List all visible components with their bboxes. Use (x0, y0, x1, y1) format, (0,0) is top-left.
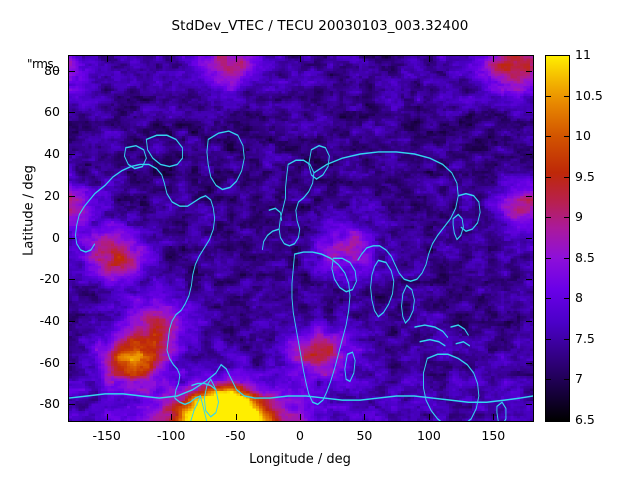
colorbar-tick-label: 8 (575, 290, 583, 306)
colorbar-tick-mark (564, 257, 569, 259)
y-tick-mark (69, 404, 75, 406)
heatmap-plot-area[interactable] (68, 55, 534, 422)
colorbar-tick-label: 9 (575, 209, 583, 225)
colorbar-tick-mark (546, 379, 551, 381)
y-tick-mark-right (526, 154, 532, 156)
stray-artifact-label: "rms_ (27, 57, 59, 71)
x-tick-mark (106, 414, 108, 420)
y-tick-mark (69, 362, 75, 364)
x-tick-label: 50 (356, 428, 373, 443)
x-tick-mark (493, 414, 495, 420)
colorbar-tick-label: 11 (575, 47, 591, 62)
x-tick-mark (364, 414, 366, 420)
colorbar-tick-label: 7 (575, 371, 583, 387)
x-tick-label: 150 (481, 428, 506, 443)
colorbar-tick-mark (546, 338, 551, 340)
colorbar-tick-mark (546, 257, 551, 259)
x-tick-mark (171, 414, 173, 420)
colorbar-tick-label: 7.5 (575, 330, 595, 346)
y-tick-mark-right (526, 195, 532, 197)
y-tick-mark-right (526, 404, 532, 406)
colorbar-tick-mark (564, 136, 569, 138)
colorbar-tick-mark (564, 379, 569, 381)
y-tick-mark (69, 320, 75, 322)
x-tick-label: -50 (225, 428, 246, 443)
y-tick-mark (69, 195, 75, 197)
y-tick-mark (69, 70, 75, 72)
colorbar-tick-mark (546, 176, 551, 178)
x-tick-mark-top (106, 56, 108, 62)
y-tick-label: 40 (44, 146, 60, 162)
x-tick-mark-top (364, 56, 366, 62)
colorbar-tick-label: 6.5 (575, 412, 595, 427)
y-tick-label: -60 (39, 354, 60, 370)
x-tick-mark (235, 414, 237, 420)
colorbar-tick-mark (564, 176, 569, 178)
colorbar-tick-label: 9.5 (575, 168, 595, 184)
colorbar-tick-label: 8.5 (575, 249, 595, 265)
x-tick-mark-top (235, 56, 237, 62)
colorbar-tick-mark (564, 217, 569, 219)
colorbar-gradient (546, 56, 569, 421)
page-title: StdDev_VTEC / TECU 20030103_003.32400 (171, 18, 469, 34)
colorbar-tick-mark (546, 95, 551, 97)
y-tick-mark-right (526, 279, 532, 281)
x-tick-mark (428, 414, 430, 420)
y-tick-mark (69, 154, 75, 156)
colorbar-tick-mark (564, 298, 569, 300)
x-tick-mark-top (493, 56, 495, 62)
x-tick-mark-top (300, 56, 301, 62)
x-tick-mark (300, 414, 301, 420)
y-tick-mark-right (526, 362, 532, 364)
colorbar-tick-mark (546, 298, 551, 300)
vtec-heatmap (69, 56, 533, 421)
colorbar-tick-mark (546, 136, 551, 138)
y-tick-mark (69, 112, 75, 114)
x-axis-title: Longitude / deg (249, 452, 351, 467)
y-tick-mark-right (526, 70, 532, 72)
x-tick-label: 0 (296, 428, 304, 443)
x-tick-label: -100 (156, 428, 186, 443)
y-tick-label: 20 (44, 187, 60, 203)
y-tick-mark-right (526, 112, 532, 114)
x-tick-mark-top (428, 56, 430, 62)
colorbar-tick-mark (564, 95, 569, 97)
colorbar[interactable] (545, 55, 570, 422)
y-tick-label: -80 (39, 396, 60, 412)
y-tick-mark (69, 279, 75, 281)
x-tick-mark-top (171, 56, 173, 62)
y-tick-mark-right (526, 237, 532, 239)
y-tick-mark-right (526, 320, 532, 322)
x-tick-label: 100 (416, 428, 441, 443)
colorbar-tick-label: 10.5 (575, 87, 603, 103)
x-tick-label: -150 (92, 428, 121, 443)
y-tick-label: -20 (39, 271, 60, 287)
y-tick-label: -40 (39, 312, 60, 328)
y-tick-label: 60 (44, 104, 60, 120)
colorbar-tick-label: 10 (575, 128, 591, 144)
y-tick-mark (69, 237, 75, 239)
colorbar-tick-mark (564, 338, 569, 340)
y-tick-label: 0 (52, 229, 60, 245)
colorbar-tick-mark (546, 217, 551, 219)
y-tick-label: 80 (44, 62, 60, 78)
